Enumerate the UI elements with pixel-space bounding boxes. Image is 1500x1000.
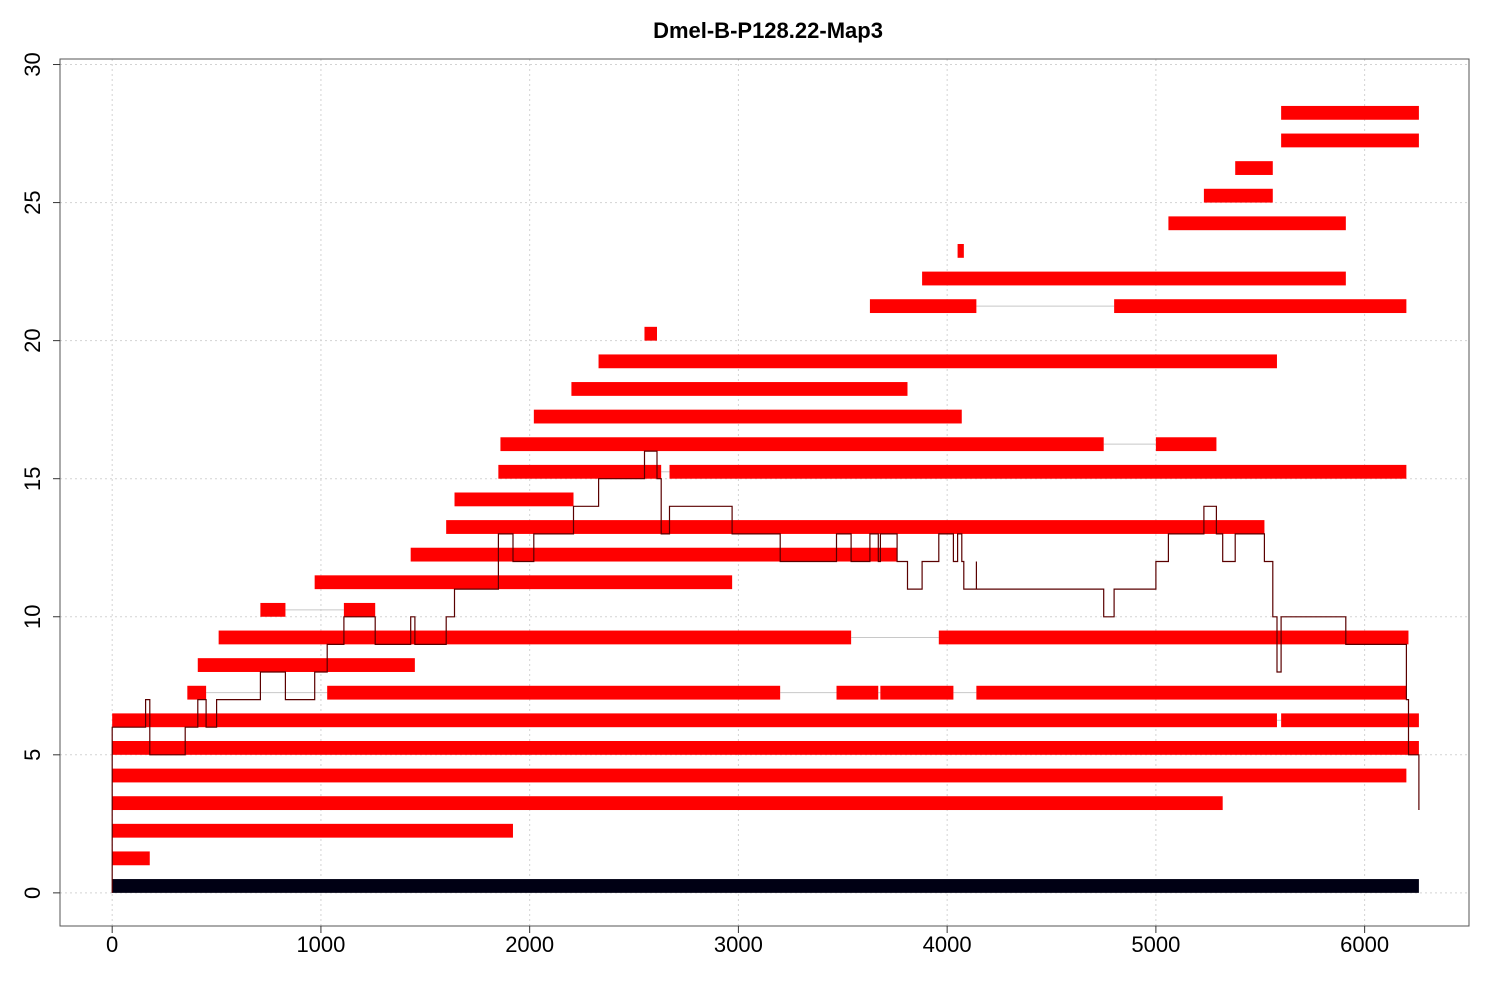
segment-bar — [598, 354, 1277, 369]
plot-frame — [59, 58, 1470, 927]
x-tick-label: 2000 — [505, 932, 554, 957]
x-tick-label: 5000 — [1131, 932, 1180, 957]
segment-bar — [880, 685, 954, 700]
segment-bar — [218, 630, 852, 645]
segment-bar — [922, 271, 1346, 286]
segment-bar — [1281, 713, 1419, 728]
segment-bar — [1114, 299, 1407, 314]
segment-bar — [938, 630, 1409, 645]
segment-bar — [976, 685, 1407, 700]
y-tick-label: 20 — [20, 328, 45, 352]
segment-bar — [327, 685, 781, 700]
y-tick-label: 0 — [20, 887, 45, 899]
segment-bar — [1203, 188, 1273, 203]
segment-bar — [644, 326, 657, 341]
segment-bar — [957, 243, 964, 258]
segment-bar — [343, 602, 376, 617]
y-axis: 0 5 10 15 20 25 30 — [20, 52, 60, 899]
x-tick-label: 6000 — [1340, 932, 1389, 957]
x-tick-label: 0 — [106, 932, 118, 957]
segment-bar — [187, 685, 207, 700]
segment-bar — [533, 409, 962, 424]
x-tick-label: 3000 — [714, 932, 763, 957]
gap-connectors — [206, 305, 1282, 721]
segment-bar — [1281, 133, 1419, 148]
segment-bar — [112, 713, 1277, 728]
segment-bar — [446, 520, 1265, 534]
segment-bar — [314, 575, 733, 590]
y-tick-label: 5 — [20, 749, 45, 761]
segment-bar — [836, 685, 879, 700]
coverage-line — [111, 450, 1420, 893]
segment-bar — [454, 492, 574, 507]
segment-bar — [498, 464, 662, 479]
x-tick-label: 4000 — [923, 932, 972, 957]
segment-bar — [112, 741, 1419, 755]
segment-bar — [410, 547, 898, 562]
y-tick-label: 10 — [20, 605, 45, 629]
segment-bar — [1155, 437, 1217, 452]
x-axis: 0 1000 2000 3000 4000 5000 6000 — [106, 926, 1389, 957]
segment-bar — [260, 602, 286, 617]
y-tick-label: 25 — [20, 190, 45, 214]
chart-title: Dmel-B-P128.22-Map3 — [653, 18, 883, 43]
segment-bar — [112, 823, 513, 838]
segment-bar — [669, 464, 1407, 479]
x-tick-label: 1000 — [296, 932, 345, 957]
reference-bar — [112, 879, 1419, 893]
coverage-line-path — [111, 450, 1420, 893]
segment-bar — [1281, 105, 1419, 120]
segment-bar — [112, 768, 1407, 783]
segment-bar — [112, 851, 150, 866]
segments — [112, 105, 1419, 893]
segment-bar — [500, 437, 1104, 452]
segment-bar — [1235, 161, 1273, 175]
segment-bar — [869, 299, 977, 314]
y-tick-label: 15 — [20, 466, 45, 490]
segment-bar — [112, 796, 1223, 811]
y-tick-label: 30 — [20, 52, 45, 76]
segment-bar — [571, 382, 908, 396]
segment-bar — [197, 658, 415, 672]
segment-bar — [1168, 216, 1346, 231]
